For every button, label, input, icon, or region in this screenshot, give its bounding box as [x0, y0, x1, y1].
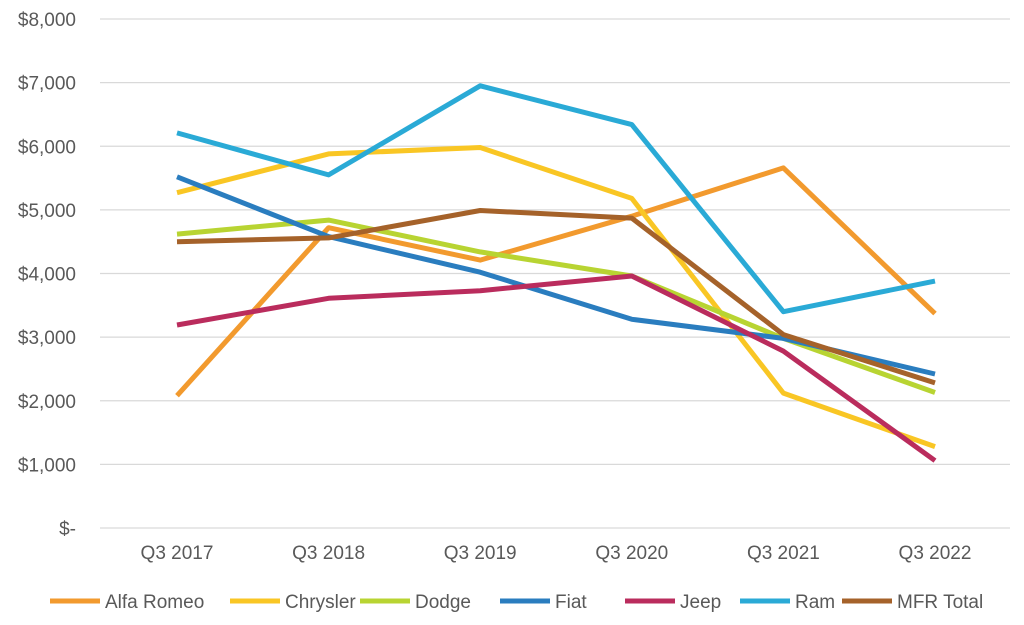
y-tick-label: $7,000 [18, 74, 76, 95]
legend-label: Chrysler [285, 592, 356, 613]
gridlines [100, 18, 1010, 529]
legend-item-dodge: Dodge [360, 592, 471, 613]
y-tick-label: $3,000 [18, 328, 76, 349]
series-lines [175, 83, 937, 463]
x-tick-label: Q3 2017 [141, 543, 214, 564]
legend-label: Alfa Romeo [105, 592, 204, 613]
x-tick-label: Q3 2018 [292, 543, 365, 564]
y-tick-label: $6,000 [18, 137, 76, 158]
y-axis-tick-labels: $- $1,000 $2,000 $3,000 $4,000 $5,000 $6,000 $7… [18, 10, 76, 540]
series-line-chrysler [176, 145, 936, 449]
legend-item-jeep: Jeep [625, 592, 721, 613]
legend-label: Jeep [680, 592, 721, 613]
y-tick-label: $1,000 [18, 455, 76, 476]
legend-item-chrysler: Chrysler [230, 592, 356, 613]
legend-label: Dodge [415, 592, 471, 613]
legend-item-mfr-total: MFR Total [842, 592, 983, 613]
series-line-ram [176, 83, 936, 315]
y-tick-label: $5,000 [18, 201, 76, 222]
legend-label: MFR Total [897, 592, 983, 613]
legend-item-alfa-romeo: Alfa Romeo [50, 592, 204, 613]
y-tick-label: $4,000 [18, 265, 76, 286]
legend-item-ram: Ram [740, 592, 835, 613]
y-tick-label: $2,000 [18, 392, 76, 413]
legend-label: Fiat [555, 592, 587, 613]
y-tick-label: $8,000 [18, 10, 76, 31]
x-tick-label: Q3 2021 [747, 543, 820, 564]
series-line-mfr-total [176, 208, 936, 386]
legend-item-fiat: Fiat [500, 592, 587, 613]
series-line-alfa-romeo [175, 165, 937, 398]
x-tick-label: Q3 2020 [595, 543, 668, 564]
legend: Alfa Romeo Chrysler Dodge Fiat Jeep Ram MFR To… [50, 592, 983, 613]
series-line-jeep [176, 273, 937, 463]
x-axis-tick-labels: Q3 2017 Q3 2018 Q3 2019 Q3 2020 Q3 2021 Q3 20… [141, 543, 972, 564]
x-tick-label: Q3 2019 [444, 543, 517, 564]
series-line-dodge [176, 217, 936, 395]
y-tick-label: $- [59, 519, 76, 540]
x-tick-label: Q3 2022 [899, 543, 972, 564]
legend-label: Ram [795, 592, 835, 613]
